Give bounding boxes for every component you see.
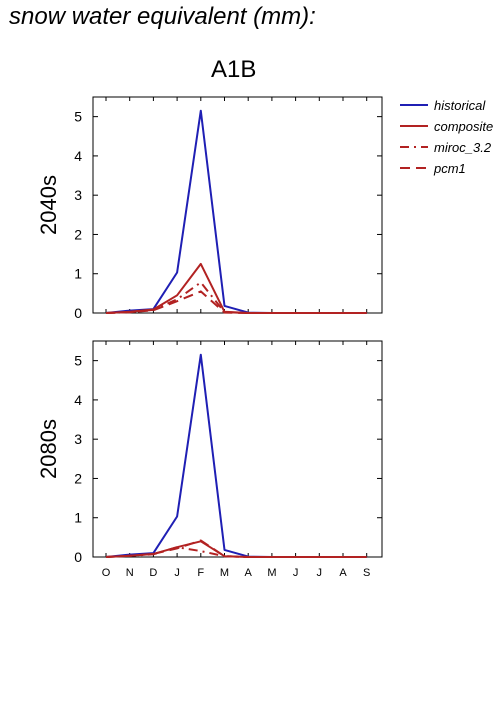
y-tick-label: 1 <box>74 266 82 282</box>
x-tick-label: F <box>197 567 204 579</box>
legend-label: miroc_3.2 <box>434 140 492 155</box>
series-historical <box>105 109 367 314</box>
series-pcm1 <box>105 290 367 314</box>
x-tick-label: M <box>267 567 276 579</box>
legend-label: pcm1 <box>433 161 466 176</box>
x-tick-label: N <box>126 567 134 579</box>
y-tick-label: 3 <box>74 187 82 203</box>
x-tick-label: J <box>293 567 299 579</box>
y-tick-label: 5 <box>74 353 82 369</box>
y-tick-label: 1 <box>74 510 82 526</box>
legend-label: composite <box>434 119 493 134</box>
x-tick-label: S <box>363 567 370 579</box>
legend: historical composite miroc_3.2 pcm1 <box>400 98 493 176</box>
series-pcm1 <box>105 539 367 558</box>
series-historical <box>105 353 367 558</box>
x-tick-label: J <box>317 567 323 579</box>
y-tick-label: 2 <box>74 470 82 486</box>
plot-frame <box>92 340 383 558</box>
y-tick-label: 3 <box>74 431 82 447</box>
panel-2040s: 0 1 2 3 4 5 2040s <box>36 96 383 321</box>
figure-title: snow water equivalent (mm): <box>9 3 316 30</box>
y-tick-label: 2 <box>74 226 82 242</box>
x-tick-label: A <box>245 567 253 579</box>
x-tick-label: D <box>149 567 157 579</box>
panel-label-2040s: 2040s <box>36 175 61 235</box>
x-tick-label: M <box>220 567 229 579</box>
x-tick-label: O <box>102 567 111 579</box>
plot-frame <box>92 96 383 314</box>
y-tick-label: 0 <box>74 549 82 565</box>
panel-label-2080s: 2080s <box>36 419 61 479</box>
y-tick-label: 4 <box>74 392 82 408</box>
scenario-title: A1B <box>211 56 257 83</box>
x-tick-label: J <box>174 567 180 579</box>
y-tick-label: 0 <box>74 305 82 321</box>
panel-2080s: 0 1 2 3 4 5 2080s O N D J F M A M J J A S <box>36 340 383 579</box>
legend-label: historical <box>434 98 486 113</box>
y-tick-label: 4 <box>74 148 82 164</box>
x-tick-label: A <box>339 567 347 579</box>
series-composite <box>105 262 367 314</box>
y-tick-label: 5 <box>74 109 82 125</box>
